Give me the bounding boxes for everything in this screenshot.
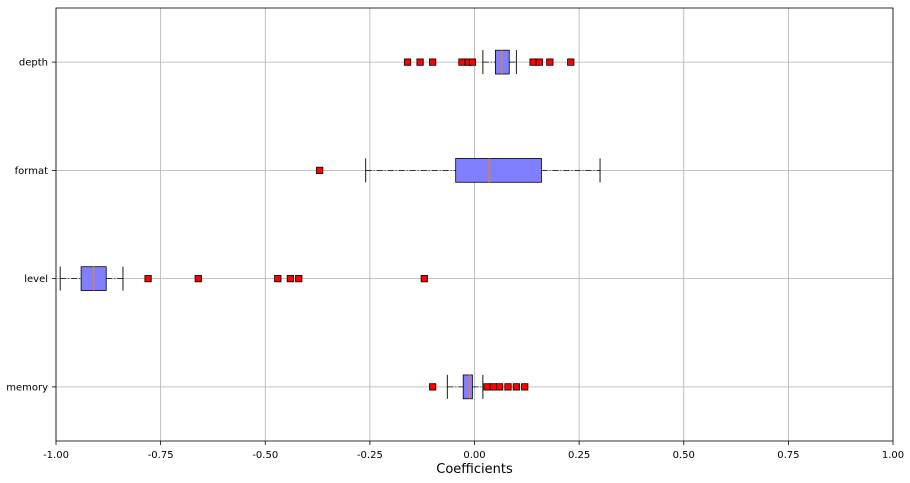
iqr-box xyxy=(455,158,542,183)
x-tick-label: 1.00 xyxy=(882,450,904,461)
outlier-point xyxy=(496,383,504,391)
x-tick-label: 0.00 xyxy=(463,450,485,461)
iqr-box xyxy=(462,374,473,400)
x-tick-label: -1.00 xyxy=(43,450,69,461)
outlier-point xyxy=(458,58,466,66)
outlier-point xyxy=(489,383,497,391)
outlier-point xyxy=(286,275,294,283)
iqr-box xyxy=(495,49,510,75)
x-tick-label: 0.50 xyxy=(673,450,695,461)
box-series xyxy=(59,49,601,400)
box-format xyxy=(316,158,601,183)
outlier-point xyxy=(316,166,324,174)
outlier-point xyxy=(429,383,437,391)
outlier-point xyxy=(546,58,554,66)
y-tick-label: format xyxy=(15,166,48,177)
x-tick-label: -0.75 xyxy=(148,450,174,461)
outlier-point xyxy=(468,58,477,66)
outlier-point xyxy=(274,275,282,283)
x-tick-label: -0.25 xyxy=(357,450,383,461)
box-memory xyxy=(429,374,529,400)
axis-ticks: -1.00 -0.75 -0.50 -0.25 0.00 0.25 0.50 0.75 1.00… xyxy=(6,58,904,461)
outlier-point xyxy=(403,58,412,66)
outlier-point xyxy=(429,58,437,66)
x-tick-label: -0.50 xyxy=(252,450,278,461)
y-tick-label: level xyxy=(24,274,48,285)
outlier-point xyxy=(512,383,520,391)
outlier-point xyxy=(420,275,428,283)
grid-lines xyxy=(55,8,894,441)
outlier-point xyxy=(535,58,543,66)
x-tick-label: 0.75 xyxy=(777,450,799,461)
outlier-point xyxy=(504,383,512,391)
box-depth xyxy=(403,49,575,75)
box-level xyxy=(59,266,428,291)
outlier-point xyxy=(529,58,537,66)
x-axis-title: Coefficients xyxy=(436,462,513,477)
outlier-point xyxy=(144,275,152,283)
outlier-point xyxy=(194,275,202,283)
x-tick-label: 0.25 xyxy=(568,450,590,461)
outlier-point xyxy=(567,58,575,66)
outlier-point xyxy=(295,275,303,283)
y-tick-label: depth xyxy=(19,58,48,69)
outlier-point xyxy=(416,58,424,66)
y-tick-label: memory xyxy=(6,382,48,393)
outlier-point xyxy=(521,383,529,391)
outlier-point xyxy=(483,383,491,391)
